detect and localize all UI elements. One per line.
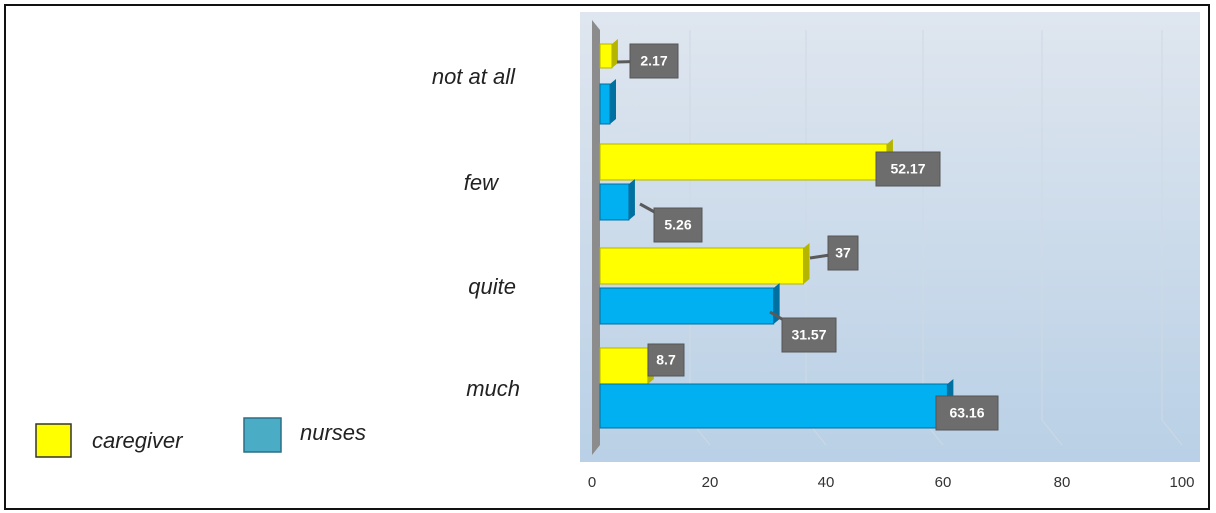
category-label: not at all [432,64,516,89]
bar [599,143,888,181]
bar [599,183,630,221]
data-label: 5.26 [664,217,691,233]
data-label: 8.7 [656,352,676,368]
x-tick-label: 100 [1169,474,1194,491]
data-label: 37 [835,245,851,261]
bar-side [611,39,618,68]
category-label: much [466,376,520,401]
x-tick-label: 0 [588,474,596,491]
bar-side [803,243,810,284]
bar [599,383,948,429]
data-label: 63.16 [949,405,984,421]
legend-swatch-caregiver [35,423,72,458]
data-label: 31.57 [791,327,826,343]
category-label: few [464,170,500,195]
data-label: 52.17 [890,161,925,177]
bar [599,43,613,69]
x-tick-label: 60 [935,474,952,491]
axis-wall [592,20,600,455]
bar [599,287,775,325]
bar-side [610,79,616,124]
x-tick-label: 80 [1054,474,1071,491]
data-label: 2.17 [640,53,667,69]
bar [599,347,649,385]
data-label-box [647,343,685,377]
gridline-foot [1041,419,1063,446]
legend-label-caregiver: caregiver [92,428,184,453]
gridline-foot [1161,419,1183,446]
data-label-box [875,151,941,187]
bar-side [628,179,635,220]
data-label-box [935,395,999,431]
x-tick-label: 20 [702,474,719,491]
legend-label-nurses: nurses [300,420,366,445]
data-label-box [629,43,679,79]
x-tick-label: 40 [818,474,835,491]
data-label-box [781,317,837,353]
data-label-box [653,207,703,243]
bar [599,83,611,125]
bar [599,247,804,285]
data-label-box [827,235,859,271]
legend-swatch-nurses [243,417,282,453]
category-label: quite [468,274,516,299]
